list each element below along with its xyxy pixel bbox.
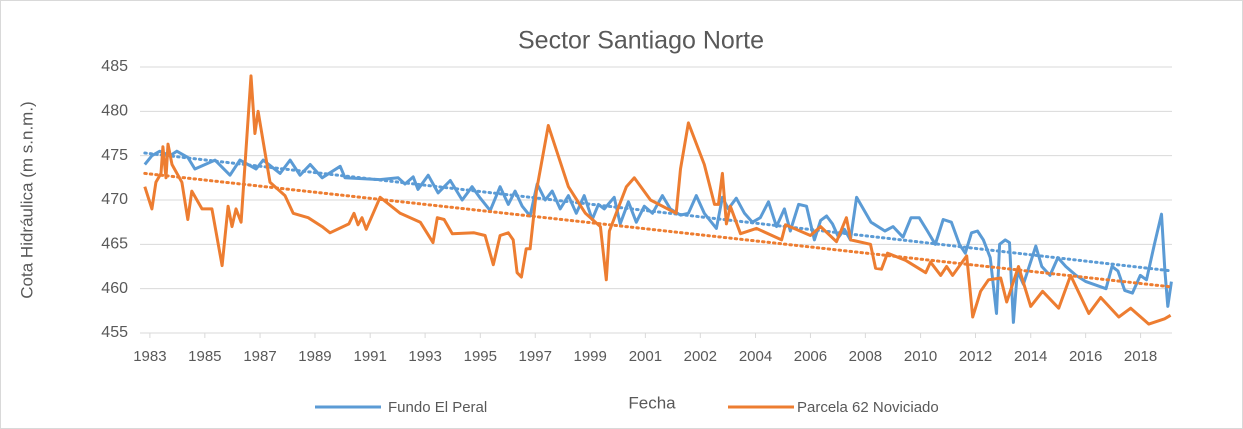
- x-tick-label: 2006: [794, 348, 827, 365]
- x-tick-label: 1995: [464, 348, 497, 365]
- x-tick-label: 1983: [133, 348, 166, 365]
- line-series: [143, 74, 1172, 326]
- x-tick-label: 1989: [298, 348, 331, 365]
- x-tick-label: 1991: [353, 348, 386, 365]
- x-tick-label: 2014: [1014, 348, 1047, 365]
- y-tick-label: 485: [101, 58, 128, 75]
- x-tick-label: 2018: [1124, 348, 1157, 365]
- y-tick-label: 480: [101, 103, 128, 120]
- x-tick-label: 2016: [1069, 348, 1102, 365]
- y-tick-label: 470: [101, 191, 128, 208]
- x-tick-label: 2001: [629, 348, 662, 365]
- x-tick-label: 1993: [408, 348, 441, 365]
- x-tick-label: 1997: [519, 348, 552, 365]
- x-tick-label: 1999: [573, 348, 606, 365]
- y-tick-label: 465: [101, 236, 128, 253]
- chart-title: Sector Santiago Norte: [518, 27, 764, 55]
- trendline: [143, 171, 1173, 289]
- x-tick-label: 2008: [849, 348, 882, 365]
- y-tick-label: 475: [101, 147, 128, 164]
- x-tick-label: 1987: [243, 348, 276, 365]
- legend-label: Parcela 62 Noviciado: [797, 399, 939, 416]
- legend-label: Fundo El Peral: [388, 399, 487, 416]
- x-tick-label: 2004: [739, 348, 772, 365]
- x-axis-label: Fecha: [628, 393, 676, 412]
- y-tick-label: 460: [101, 280, 128, 297]
- x-tick-label: 1985: [188, 348, 221, 365]
- x-tick-label: 2012: [959, 348, 992, 365]
- y-tick-label: 455: [101, 324, 128, 341]
- y-axis-label: Cota Hidráulica (m s.n.m.): [17, 101, 36, 298]
- x-tick-label: 2010: [904, 348, 937, 365]
- x-tick-label: 2002: [684, 348, 717, 365]
